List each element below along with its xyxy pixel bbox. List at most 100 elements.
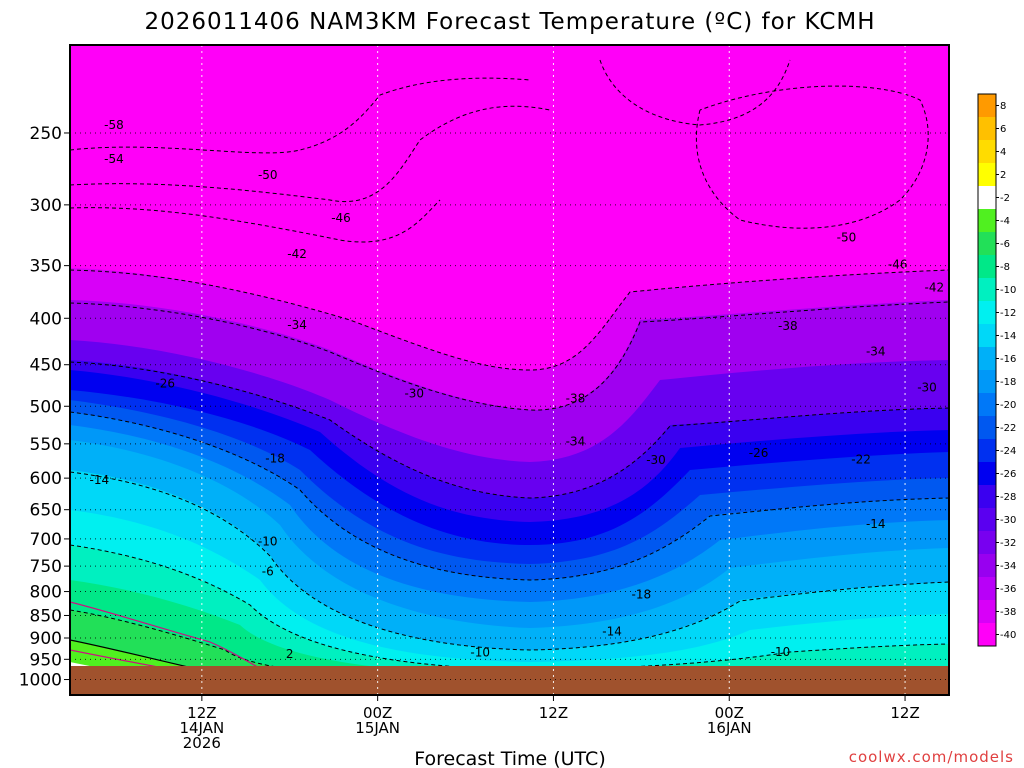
- colorbar-label: -28: [1000, 492, 1016, 503]
- contour-label: -14: [866, 517, 886, 531]
- contour-label: -18: [265, 452, 285, 466]
- colorbar-swatch: [978, 554, 996, 578]
- contour-label: -34: [287, 318, 307, 332]
- contour-label: -38: [566, 391, 586, 405]
- y-axis: 250 300 350 400 450 500 550 600 650 700 750 800 850 9…: [19, 124, 70, 691]
- contour-label-layer: -58 -54 -50 -46 -42 -34 -26 -30 -38 -34 -30 -18 -14 -…: [89, 118, 945, 661]
- contour-label: -30: [404, 386, 424, 400]
- colorbar-label: -26: [1000, 469, 1016, 480]
- x-tick-label: 00Z: [715, 704, 744, 722]
- colorbar-swatch: [978, 255, 996, 279]
- credit-link[interactable]: coolwx.com/models: [849, 748, 1014, 766]
- colorbar-swatch: [978, 370, 996, 394]
- y-tick-label: 750: [30, 557, 62, 577]
- contour-label: -46: [331, 211, 351, 225]
- y-tick-label: 800: [30, 583, 62, 603]
- contour-label: -54: [104, 152, 124, 166]
- colorbar-label: -38: [1000, 607, 1016, 618]
- colorbar-label: -16: [1000, 354, 1016, 365]
- x-tick-label: 15JAN: [355, 719, 400, 737]
- colorbar-label: -4: [1000, 216, 1010, 227]
- contour-label: -34: [566, 435, 586, 449]
- x-tick-label: 12Z: [539, 704, 568, 722]
- contour-line: [70, 411, 949, 581]
- x-tick-label: 16JAN: [707, 719, 752, 737]
- contour-label: -26: [155, 377, 175, 391]
- x-tick-label: 2026: [183, 734, 221, 752]
- contour-label: -22: [851, 452, 871, 466]
- y-tick-label: 400: [30, 309, 62, 329]
- contour-label: -34: [866, 344, 886, 358]
- y-tick-label: 950: [30, 650, 62, 670]
- colorbar: 8 6 4 2 -2 -4 -6 -8 -10 -12 -14 -16 -18 -20 -22 -24 -26 -…: [977, 93, 1016, 647]
- contour-label: -38: [778, 319, 798, 333]
- colorbar-label: -34: [1000, 561, 1016, 572]
- contour-label: -58: [104, 118, 124, 132]
- colorbar-swatch: [978, 301, 996, 325]
- colorbar-swatch: [978, 531, 996, 555]
- grid-lines: [70, 45, 949, 695]
- colorbar-label: -30: [1000, 515, 1016, 526]
- y-tick-label: 700: [30, 530, 62, 550]
- y-tick-label: 650: [30, 501, 62, 521]
- y-tick-label: 450: [30, 356, 62, 376]
- contour-label: -18: [632, 588, 652, 602]
- contour-label: 2: [286, 647, 294, 661]
- contour-label: -10: [771, 645, 791, 659]
- contour-label: -30: [917, 381, 937, 395]
- colorbar-swatch: [978, 462, 996, 486]
- y-tick-label: 300: [30, 196, 62, 216]
- contour-line: [695, 85, 929, 229]
- colorbar-label: -32: [1000, 538, 1016, 549]
- colorbar-label: -2: [1000, 193, 1010, 204]
- contour-line: [599, 59, 791, 126]
- x-tick-label: 00Z: [363, 704, 392, 722]
- colorbar-swatch: [978, 278, 996, 302]
- colorbar-label: 2: [1000, 170, 1006, 181]
- colorbar-swatch: [978, 508, 996, 532]
- y-tick-label: 1000: [19, 671, 62, 691]
- contour-label: -42: [925, 281, 945, 295]
- colorbar-swatch: [978, 416, 996, 440]
- colorbar-label: -8: [1000, 262, 1010, 273]
- ground-below-surface: [70, 666, 949, 695]
- contour-line: [70, 361, 949, 499]
- colorbar-label: -36: [1000, 584, 1016, 595]
- colorbar-label: -20: [1000, 400, 1016, 411]
- contour-line: [70, 301, 949, 411]
- colorbar-label: -14: [1000, 331, 1016, 342]
- colorbar-label: -18: [1000, 377, 1016, 388]
- colorbar-label: -24: [1000, 446, 1016, 457]
- y-tick-label: 550: [30, 435, 62, 455]
- colorbar-swatch: [978, 600, 996, 624]
- y-tick-label: 500: [30, 397, 62, 417]
- contour-label: -30: [646, 453, 666, 467]
- colorbar-swatch: [978, 439, 996, 463]
- colorbar-label: -6: [1000, 239, 1010, 250]
- contour-label: -10: [470, 646, 490, 660]
- colorbar-label: -10: [1000, 285, 1016, 296]
- contour-line: [70, 199, 441, 243]
- colorbar-label: 6: [1000, 124, 1006, 135]
- contour-label: -10: [258, 535, 278, 549]
- colorbar-swatch: [978, 186, 996, 210]
- contour-label: -42: [287, 247, 307, 261]
- colorbar-label: 4: [1000, 147, 1006, 158]
- colorbar-swatch: [978, 393, 996, 417]
- plot-frame: [69, 44, 950, 696]
- temperature-field: [70, 45, 949, 695]
- colorbar-label: -22: [1000, 423, 1016, 434]
- colorbar-swatch: [978, 347, 996, 371]
- contour-label: -50: [258, 168, 278, 182]
- colorbar-swatch: [978, 94, 996, 118]
- x-tick-label: 12Z: [187, 704, 216, 722]
- colorbar-swatch: [978, 163, 996, 187]
- colorbar-swatch: [978, 209, 996, 233]
- contour-label: -6: [262, 564, 274, 578]
- contour-line: [70, 105, 551, 202]
- colorbar-swatch: [978, 324, 996, 348]
- colorbar-frame: [977, 93, 997, 647]
- colorbar-label: -12: [1000, 308, 1016, 319]
